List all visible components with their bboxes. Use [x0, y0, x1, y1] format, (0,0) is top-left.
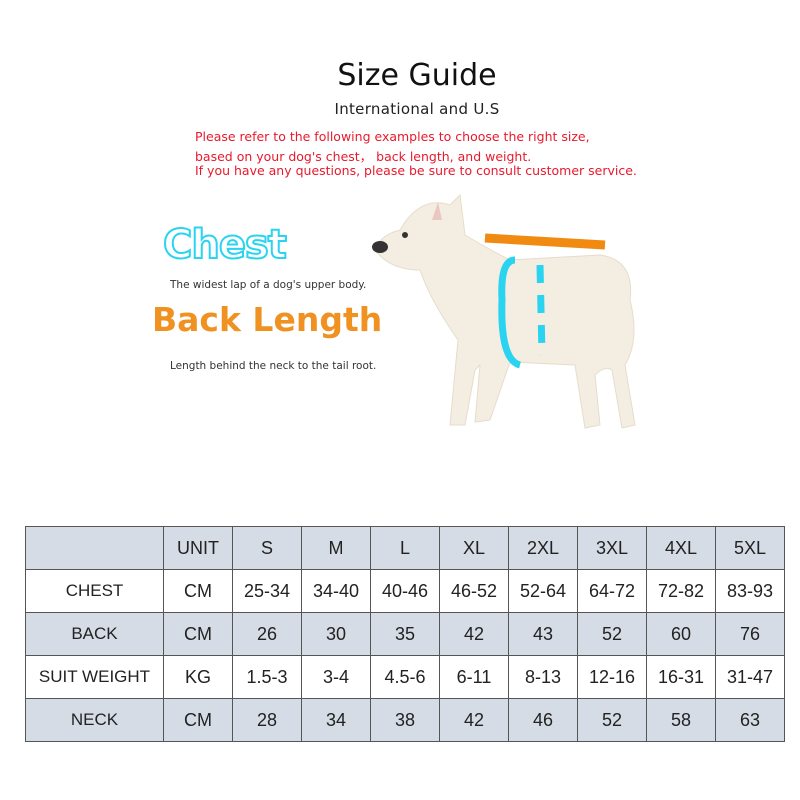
header-cell — [25, 526, 164, 570]
table-cell: 28 — [232, 698, 302, 742]
table-cell: 25-34 — [232, 569, 302, 613]
table-cell: CM — [163, 612, 233, 656]
table-header-row: UNIT S M L XL 2XL 3XL 4XL 5XL — [25, 526, 785, 570]
chest-heading: Chest — [162, 221, 288, 269]
table-cell: 26 — [232, 612, 302, 656]
table-cell: 35 — [370, 612, 440, 656]
table-cell: 12-16 — [577, 655, 647, 699]
subtitle: International and U.S — [334, 100, 500, 118]
table-cell: 8-13 — [508, 655, 578, 699]
table-cell: 83-93 — [715, 569, 785, 613]
header-cell: UNIT — [163, 526, 233, 570]
table-cell: CM — [163, 569, 233, 613]
table-cell: 64-72 — [577, 569, 647, 613]
header-cell: 4XL — [646, 526, 716, 570]
dog-illustration — [372, 193, 636, 429]
table-cell: 38 — [370, 698, 440, 742]
table-cell: KG — [163, 655, 233, 699]
table-cell: 52-64 — [508, 569, 578, 613]
back-length-marker — [484, 233, 606, 250]
table-cell: 46-52 — [439, 569, 509, 613]
table-cell: 60 — [646, 612, 716, 656]
table-cell: 72-82 — [646, 569, 716, 613]
size-table: UNIT S M L XL 2XL 3XL 4XL 5XL CHEST CM 25-… — [25, 526, 785, 742]
table-cell: NECK — [25, 698, 164, 742]
table-cell: 30 — [301, 612, 371, 656]
table-cell: 40-46 — [370, 569, 440, 613]
table-row: SUIT WEIGHT KG 1.5-3 3-4 4.5-6 6-11 8-13 12-16 1… — [25, 655, 785, 699]
table-cell: 16-31 — [646, 655, 716, 699]
table-row: CHEST CM 25-34 34-40 40-46 46-52 52-64 64-72 72-… — [25, 569, 785, 613]
header-cell: L — [370, 526, 440, 570]
header-cell: 5XL — [715, 526, 785, 570]
table-cell: 1.5-3 — [232, 655, 302, 699]
table-cell: 52 — [577, 698, 647, 742]
header-cell: XL — [439, 526, 509, 570]
header-cell: S — [232, 526, 302, 570]
table-cell: 31-47 — [715, 655, 785, 699]
table-cell: 42 — [439, 612, 509, 656]
header-cell: 2XL — [508, 526, 578, 570]
chest-marker — [498, 256, 522, 369]
table-cell: BACK — [25, 612, 164, 656]
table-cell: CM — [163, 698, 233, 742]
table-cell: 34-40 — [301, 569, 371, 613]
table-cell: 43 — [508, 612, 578, 656]
table-cell: 6-11 — [439, 655, 509, 699]
table-cell: 58 — [646, 698, 716, 742]
instruction-line: based on your dog's chest， back length, … — [195, 149, 532, 164]
table-cell: 42 — [439, 698, 509, 742]
table-cell: 3-4 — [301, 655, 371, 699]
instruction-line: If you have any questions, please be sur… — [195, 163, 637, 178]
header-cell: 3XL — [577, 526, 647, 570]
table-cell: 52 — [577, 612, 647, 656]
table-row: BACK CM 26 30 35 42 43 52 60 76 — [25, 612, 785, 656]
table-cell: 63 — [715, 698, 785, 742]
back-length-description: Length behind the neck to the tail root. — [170, 360, 377, 372]
table-cell: 34 — [301, 698, 371, 742]
back-length-heading: Back Length — [152, 300, 383, 339]
header-cell: M — [301, 526, 371, 570]
table-cell: SUIT WEIGHT — [25, 655, 164, 699]
table-cell: 4.5-6 — [370, 655, 440, 699]
table-cell: CHEST — [25, 569, 164, 613]
table-cell: 76 — [715, 612, 785, 656]
page-title: Size Guide — [337, 58, 497, 93]
table-cell: 46 — [508, 698, 578, 742]
table-row: NECK CM 28 34 38 42 46 52 58 63 — [25, 698, 785, 742]
chest-description: The widest lap of a dog's upper body. — [170, 279, 367, 291]
instruction-line: Please refer to the following examples t… — [195, 129, 590, 144]
